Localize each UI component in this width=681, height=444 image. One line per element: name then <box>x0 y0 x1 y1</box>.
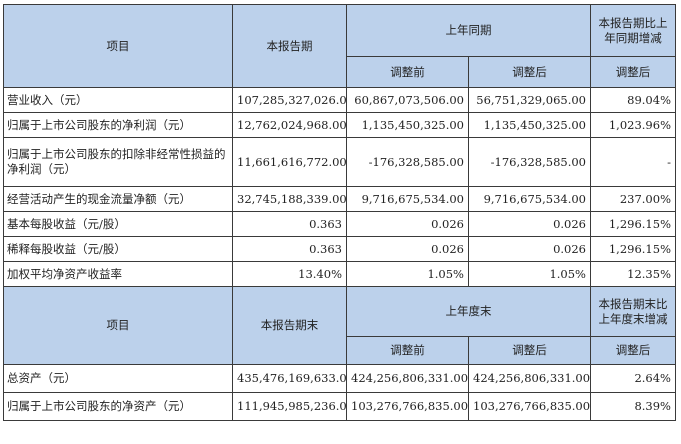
row-label: 加权平均净资产收益率 <box>3 261 233 287</box>
cell-after: 0.026 <box>468 236 591 262</box>
cell-current: 107,285,327,026.00 <box>232 87 347 113</box>
cell-after: 103,276,766,835.00 <box>468 392 591 421</box>
table-row: 总资产（元） 435,476,169,633.00 424,256,806,33… <box>3 364 676 393</box>
cell-change: 1,023.96% <box>590 112 676 138</box>
cell-change: 237.00% <box>590 186 676 212</box>
cell-before: 1,135,450,325.00 <box>346 112 469 138</box>
cell-current: 32,745,188,339.00 <box>232 186 347 212</box>
cell-after: 0.026 <box>468 211 591 237</box>
cell-before: 1.05% <box>346 261 469 287</box>
header-change-2-line1: 本报告期末比 <box>598 296 668 311</box>
cell-change: 2.64% <box>590 364 676 393</box>
cell-before: 0.026 <box>346 236 469 262</box>
row-label: 营业收入（元） <box>3 87 233 113</box>
row-label: 总资产（元） <box>3 364 233 393</box>
header-item-2: 项目 <box>3 286 233 365</box>
cell-current: 0.363 <box>232 236 347 262</box>
header-before-adjustment: 调整前 <box>346 56 469 88</box>
header-before-adjustment-2: 调整前 <box>346 336 469 365</box>
header-after-adjustment: 调整后 <box>468 56 591 88</box>
cell-before: 60,867,073,506.00 <box>346 87 469 113</box>
header-period-end: 本报告期末 <box>232 286 347 365</box>
financial-summary-container: 项目 本报告期 上年同期 本报告期比上 年同期增减 调整前 调整后 调整后 营业… <box>3 4 676 421</box>
header-row-2: 调整前 调整后 调整后 <box>4 56 676 88</box>
cell-current: 13.40% <box>232 261 347 287</box>
cell-change: 1,296.15% <box>590 236 676 262</box>
cell-before: 0.026 <box>346 211 469 237</box>
cell-change: 89.04% <box>590 87 676 113</box>
cell-current: 435,476,169,633.00 <box>232 364 347 393</box>
row-label: 经营活动产生的现金流量净额（元） <box>3 186 233 212</box>
cell-after: 424,256,806,331.00 <box>468 364 591 393</box>
header-item: 项目 <box>3 4 233 88</box>
cell-after: 1.05% <box>468 261 591 287</box>
cell-current: 12,762,024,968.00 <box>232 112 347 138</box>
table-row: 归属于上市公司股东的净资产（元） 111,945,985,236.00 103,… <box>3 392 676 421</box>
cell-before: 103,276,766,835.00 <box>346 392 469 421</box>
table-row: 归属于上市公司股东的扣除非经常性损益的净利润（元） 11,661,616,772… <box>3 137 676 187</box>
table-row: 基本每股收益（元/股） 0.363 0.026 0.026 1,296.15% <box>3 211 676 237</box>
header-after-adjustment-2: 调整后 <box>468 336 591 365</box>
header-change-2: 本报告期末比 上年度末增减 <box>590 286 676 337</box>
cell-current: 0.363 <box>232 211 347 237</box>
row-label: 稀释每股收益（元/股） <box>3 236 233 262</box>
cell-change: - <box>590 137 676 187</box>
header-prior-period: 上年同期 <box>346 4 591 57</box>
cell-after: 1,135,450,325.00 <box>468 112 591 138</box>
header-change-after-2: 调整后 <box>590 336 676 365</box>
table-row: 营业收入（元） 107,285,327,026.00 60,867,073,50… <box>3 87 676 113</box>
cell-change: 8.39% <box>590 392 676 421</box>
cell-before: -176,328,585.00 <box>346 137 469 187</box>
cell-after: -176,328,585.00 <box>468 137 591 187</box>
cell-change: 12.35% <box>590 261 676 287</box>
row-label: 基本每股收益（元/股） <box>3 211 233 237</box>
row-label: 归属于上市公司股东的净资产（元） <box>3 392 233 421</box>
table-row: 归属于上市公司股东的净利润（元） 12,762,024,968.00 1,135… <box>3 112 676 138</box>
header-row-4: 调整前 调整后 调整后 <box>4 336 676 365</box>
header-change-after: 调整后 <box>590 56 676 88</box>
table-row: 经营活动产生的现金流量净额（元） 32,745,188,339.00 9,716… <box>3 186 676 212</box>
header-prior-year-end: 上年度末 <box>346 286 591 337</box>
cell-before: 424,256,806,331.00 <box>346 364 469 393</box>
cell-after: 56,751,329,065.00 <box>468 87 591 113</box>
financial-summary-table: 项目 本报告期 上年同期 本报告期比上 年同期增减 调整前 调整后 调整后 营业… <box>3 4 676 421</box>
row-label: 归属于上市公司股东的净利润（元） <box>3 112 233 138</box>
cell-current: 111,945,985,236.00 <box>232 392 347 421</box>
header-current-period: 本报告期 <box>232 4 347 88</box>
header-change-line1: 本报告期比上 <box>598 15 668 30</box>
table-row: 稀释每股收益（元/股） 0.363 0.026 0.026 1,296.15% <box>3 236 676 262</box>
cell-current: 11,661,616,772.00 <box>232 137 347 187</box>
cell-change: 1,296.15% <box>590 211 676 237</box>
header-row-3: 项目 本报告期末 上年度末 本报告期末比 上年度末增减 <box>3 286 676 365</box>
header-row-1: 项目 本报告期 上年同期 本报告期比上 年同期增减 <box>3 4 676 88</box>
header-change: 本报告期比上 年同期增减 <box>590 4 676 57</box>
table-row: 加权平均净资产收益率 13.40% 1.05% 1.05% 12.35% <box>3 261 676 287</box>
header-change-line2: 年同期增减 <box>604 30 662 45</box>
row-label: 归属于上市公司股东的扣除非经常性损益的净利润（元） <box>3 137 233 187</box>
header-change-2-line2: 上年度末增减 <box>598 311 668 326</box>
cell-before: 9,716,675,534.00 <box>346 186 469 212</box>
cell-after: 9,716,675,534.00 <box>468 186 591 212</box>
